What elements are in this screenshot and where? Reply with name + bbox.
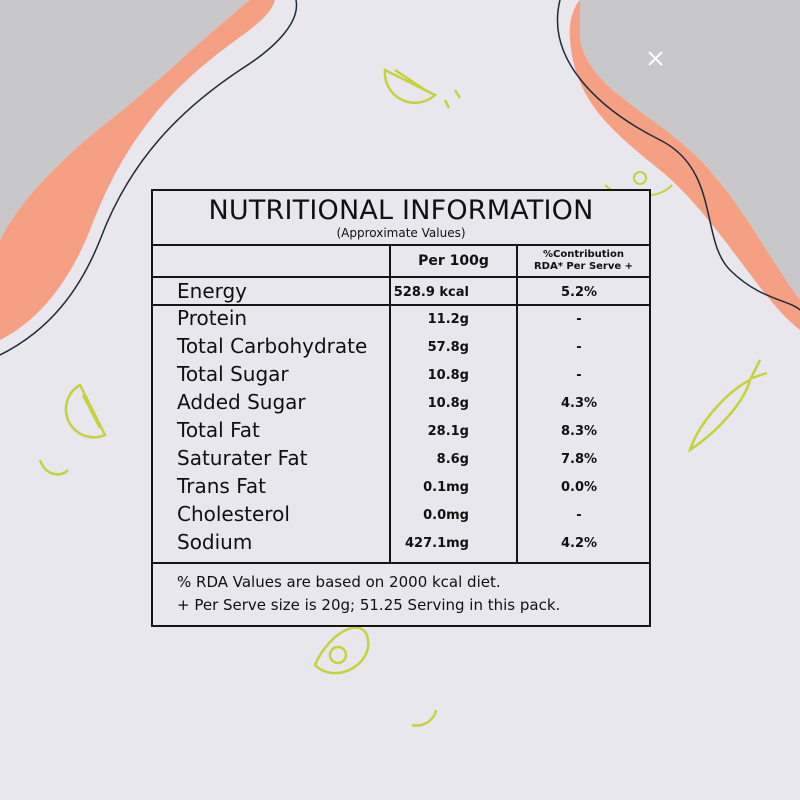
divider: [153, 304, 649, 306]
lemon-slice-icon: [38, 68, 462, 476]
nutrient-name: Cholesterol: [177, 502, 290, 526]
outline-left: [0, 0, 298, 356]
carrot-icon: [687, 359, 768, 454]
sparkle-icon: [648, 51, 663, 66]
rda-value: -: [576, 340, 582, 355]
table-row: Trans Fat 0.1mg 0.0%: [153, 472, 649, 500]
nutrient-name: Total Sugar: [177, 362, 289, 386]
per100g-value: 0.1mg: [423, 480, 469, 495]
column-divider: [516, 244, 518, 562]
rda-value: -: [576, 368, 582, 383]
nutrient-name: Added Sugar: [177, 390, 306, 414]
table-row: Cholesterol 0.0mg -: [153, 500, 649, 528]
avocado-icon: [313, 626, 438, 727]
table-title: NUTRITIONAL INFORMATION: [208, 195, 594, 226]
gray-blob-left: [0, 0, 250, 240]
energy-row: Energy 528.9 kcal 5.2%: [153, 277, 649, 305]
table-row: Sodium 427.1mg 4.2%: [153, 528, 649, 556]
divider: [153, 562, 649, 564]
nutrient-name: Saturater Fat: [177, 446, 308, 470]
divider: [153, 244, 649, 246]
table-row: Added Sugar 10.8g 4.3%: [153, 388, 649, 416]
nutrient-name: Sodium: [177, 530, 253, 554]
divider: [153, 276, 649, 278]
per100g-value: 57.8g: [427, 340, 469, 355]
footnote: % RDA Values are based on 2000 kcal diet…: [177, 573, 501, 591]
rda-value: 5.2%: [560, 285, 598, 300]
per100g-value: 10.8g: [427, 368, 469, 383]
outline-right: [556, 0, 800, 311]
rda-value: 8.3%: [560, 424, 598, 439]
salmon-blob-right: [569, 0, 800, 330]
per100g-value: 10.8g: [427, 396, 469, 411]
header-per100g: Per 100g: [418, 253, 489, 269]
rda-value: -: [576, 312, 582, 327]
gray-blob-right: [580, 0, 800, 300]
header-rda: %Contribution RDA* Per Serve +: [518, 249, 649, 273]
per100g-value: 528.9 kcal: [393, 285, 469, 300]
rda-value: 0.0%: [560, 480, 598, 495]
table-row: Total Fat 28.1g 8.3%: [153, 416, 649, 444]
rda-value: 4.3%: [560, 396, 598, 411]
header-rda-line2: RDA* Per Serve +: [533, 261, 634, 272]
table-row: Total Carbohydrate 57.8g -: [153, 332, 649, 360]
rda-value: -: [576, 508, 582, 523]
rda-value: 7.8%: [560, 452, 598, 467]
footnote: + Per Serve size is 20g; 51.25 Serving i…: [177, 596, 561, 614]
column-divider: [389, 244, 391, 562]
table-row: Protein 11.2g -: [153, 304, 649, 332]
nutrition-table: NUTRITIONAL INFORMATION (Approximate Val…: [151, 189, 651, 627]
rda-value: 4.2%: [560, 536, 598, 551]
nutrient-name: Energy: [177, 279, 248, 303]
nutrient-name: Protein: [177, 306, 248, 330]
header-rda-line1: %Contribution: [543, 249, 624, 260]
table-row: Total Sugar 10.8g -: [153, 360, 649, 388]
table-row: Saturater Fat 8.6g 7.8%: [153, 444, 649, 472]
per100g-value: 0.0mg: [423, 508, 469, 523]
per100g-value: 427.1mg: [405, 536, 469, 551]
per100g-value: 28.1g: [427, 424, 469, 439]
table-subtitle: (Approximate Values): [336, 226, 466, 240]
nutrient-name: Total Fat: [177, 418, 260, 442]
nutrient-name: Total Carbohydrate: [177, 334, 368, 358]
nutrient-name: Trans Fat: [177, 474, 266, 498]
per100g-value: 8.6g: [436, 452, 469, 467]
per100g-value: 11.2g: [427, 312, 469, 327]
salmon-blob-left: [0, 0, 275, 340]
